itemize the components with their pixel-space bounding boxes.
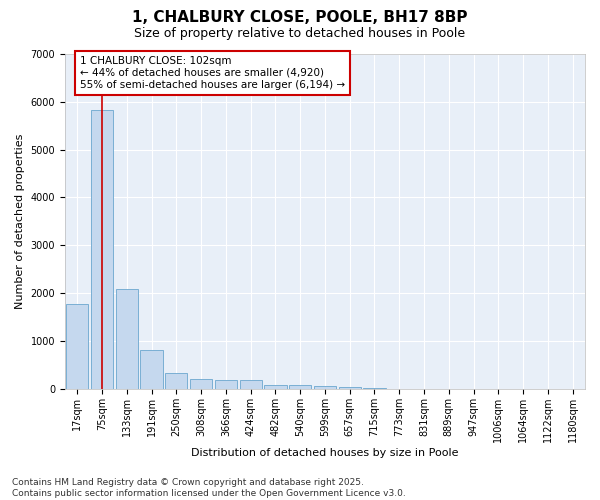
Bar bbox=[314, 386, 336, 389]
Bar bbox=[264, 384, 287, 389]
Text: Size of property relative to detached houses in Poole: Size of property relative to detached ho… bbox=[134, 28, 466, 40]
Bar bbox=[239, 380, 262, 389]
Text: Contains HM Land Registry data © Crown copyright and database right 2025.
Contai: Contains HM Land Registry data © Crown c… bbox=[12, 478, 406, 498]
Y-axis label: Number of detached properties: Number of detached properties bbox=[15, 134, 25, 309]
Bar bbox=[66, 304, 88, 389]
Bar bbox=[215, 380, 237, 389]
Bar bbox=[165, 372, 187, 389]
Bar bbox=[190, 379, 212, 389]
Bar bbox=[140, 350, 163, 389]
Bar bbox=[289, 386, 311, 389]
X-axis label: Distribution of detached houses by size in Poole: Distribution of detached houses by size … bbox=[191, 448, 459, 458]
Bar bbox=[338, 388, 361, 389]
Bar bbox=[91, 110, 113, 389]
Bar bbox=[116, 290, 138, 389]
Text: 1, CHALBURY CLOSE, POOLE, BH17 8BP: 1, CHALBURY CLOSE, POOLE, BH17 8BP bbox=[132, 10, 468, 25]
Text: 1 CHALBURY CLOSE: 102sqm
← 44% of detached houses are smaller (4,920)
55% of sem: 1 CHALBURY CLOSE: 102sqm ← 44% of detach… bbox=[80, 56, 345, 90]
